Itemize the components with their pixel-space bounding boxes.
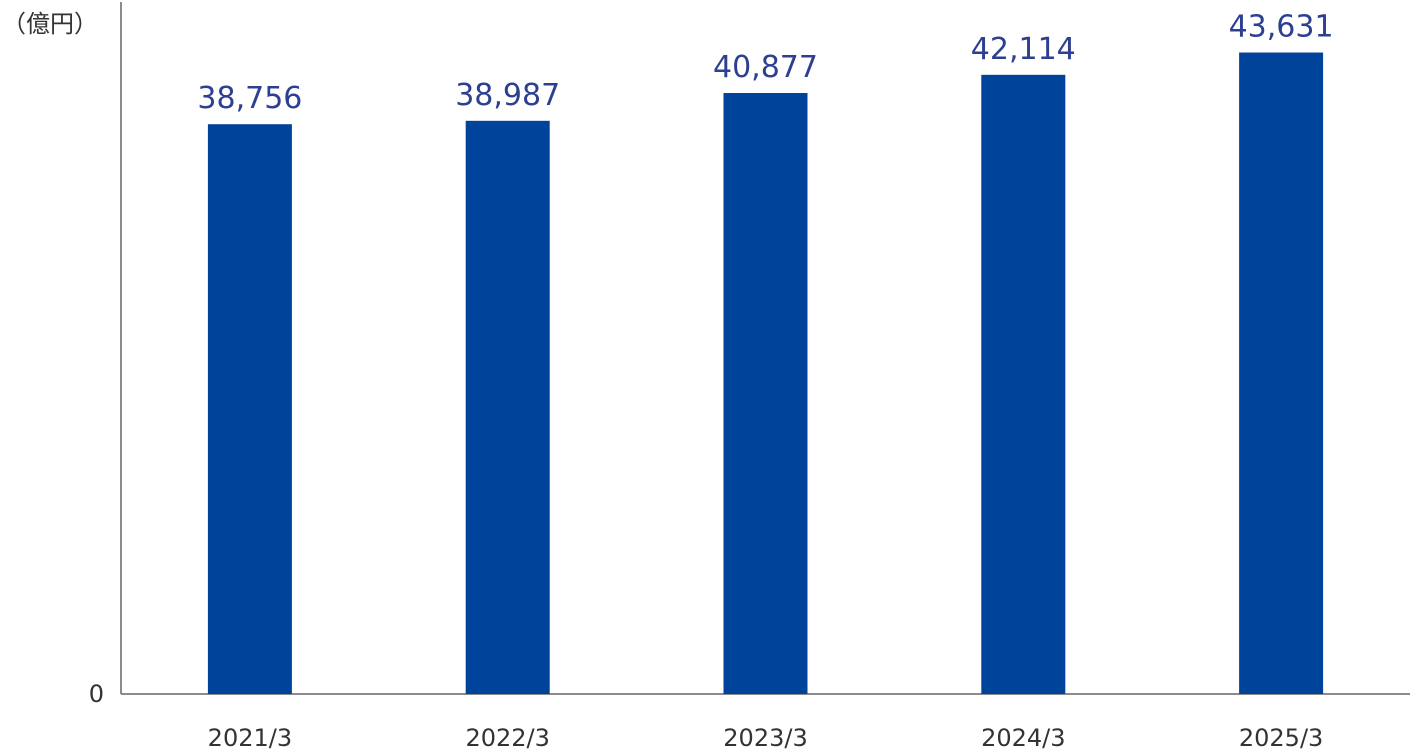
bar-2023-3 — [723, 93, 808, 695]
x-tick-label-2023-3: 2023/3 — [723, 724, 807, 752]
x-tick-label-2022-3: 2022/3 — [465, 724, 549, 752]
x-tick-label-2024-3: 2024/3 — [981, 724, 1065, 752]
data-label-2025-3: 43,631 — [1229, 10, 1334, 45]
data-label-2021-3: 38,756 — [197, 81, 302, 116]
x-tick-label-2025-3: 2025/3 — [1239, 724, 1323, 752]
data-label-2022-3: 38,987 — [455, 78, 560, 113]
bar-2022-3 — [465, 120, 550, 694]
bar-2025-3 — [1239, 52, 1324, 694]
x-tick-label-2021-3: 2021/3 — [208, 724, 292, 752]
bar-series: 38,756 2021/3 38,987 2022/3 40,877 2023/3 42,1… — [197, 10, 1333, 752]
y-axis-unit-label: （億円） — [2, 10, 98, 38]
bar-2021-3 — [207, 124, 292, 694]
data-label-2023-3: 40,877 — [713, 50, 818, 85]
data-label-2024-3: 42,114 — [971, 32, 1076, 67]
y-tick-label-zero: 0 — [89, 680, 104, 708]
bar-2024-3 — [981, 74, 1066, 694]
